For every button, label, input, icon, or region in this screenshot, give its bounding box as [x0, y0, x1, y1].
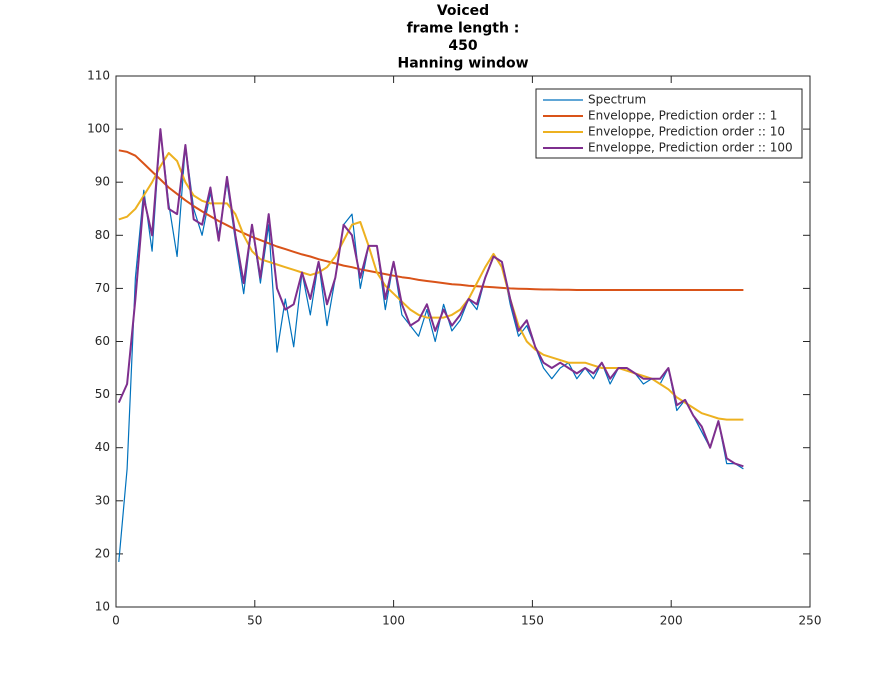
chart-title: Voiced: [437, 3, 489, 19]
x-tick-label: 0: [112, 614, 120, 628]
chart-title: frame length :: [407, 21, 520, 37]
y-tick-label: 110: [87, 69, 110, 83]
chart-title: Hanning window: [397, 56, 528, 72]
y-tick-label: 80: [95, 228, 110, 242]
series-line: [118, 149, 744, 291]
x-tick-label: 250: [799, 614, 822, 628]
y-tick-label: 10: [95, 600, 110, 614]
x-tick-label: 150: [521, 614, 544, 628]
y-tick-label: 60: [95, 334, 110, 348]
y-tick-label: 90: [95, 175, 110, 189]
y-tick-label: 30: [95, 493, 110, 507]
y-tick-label: 40: [95, 440, 110, 454]
y-tick-label: 100: [87, 122, 110, 136]
legend-label: Enveloppe, Prediction order :: 100: [588, 141, 793, 155]
series-line: [117, 128, 744, 468]
x-tick-label: 100: [382, 614, 405, 628]
y-tick-label: 70: [95, 281, 110, 295]
y-tick-label: 50: [95, 387, 110, 401]
x-tick-label: 50: [247, 614, 262, 628]
legend-label: Enveloppe, Prediction order :: 10: [588, 125, 785, 139]
legend-label: Enveloppe, Prediction order :: 1: [588, 109, 777, 123]
legend-label: Spectrum: [588, 93, 646, 107]
plot-area: [115, 75, 811, 608]
x-tick-label: 200: [660, 614, 683, 628]
chart-title: 450: [448, 38, 477, 54]
y-tick-label: 20: [95, 546, 110, 560]
